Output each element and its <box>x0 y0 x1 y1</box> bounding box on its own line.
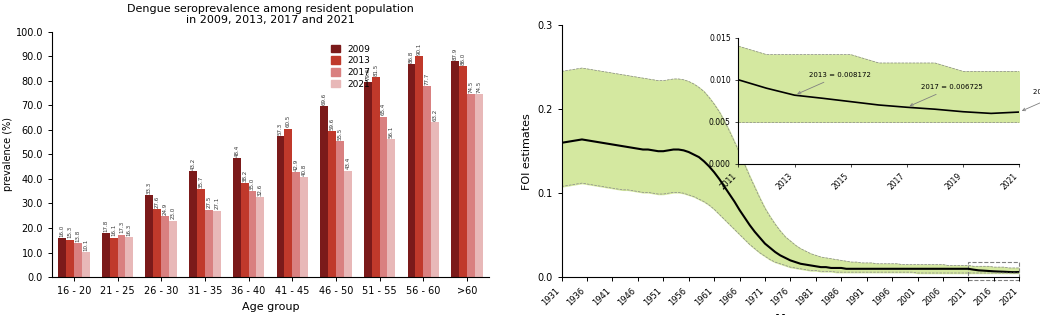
Bar <box>459 66 467 277</box>
Text: 77.7: 77.7 <box>424 73 430 85</box>
Text: 56.1: 56.1 <box>389 126 394 138</box>
Text: 55.5: 55.5 <box>337 127 342 140</box>
Text: 35.7: 35.7 <box>199 176 204 188</box>
Text: 86.8: 86.8 <box>409 50 414 63</box>
Text: 42.9: 42.9 <box>293 158 298 170</box>
Legend: 2009, 2013, 2017, 2021: 2009, 2013, 2017, 2021 <box>328 41 373 92</box>
Text: 27.1: 27.1 <box>214 197 219 209</box>
Text: 59.6: 59.6 <box>330 117 335 129</box>
Bar <box>197 190 205 277</box>
Text: 65.4: 65.4 <box>381 103 386 115</box>
Bar <box>292 172 301 277</box>
Bar <box>153 209 161 277</box>
Bar <box>102 233 109 277</box>
Bar <box>257 197 264 277</box>
Text: 38.2: 38.2 <box>242 170 248 182</box>
Bar <box>161 216 170 277</box>
Text: 43.4: 43.4 <box>345 157 350 169</box>
Bar <box>58 238 66 277</box>
Bar <box>432 122 439 277</box>
Text: 81.5: 81.5 <box>373 64 379 76</box>
Text: 23.0: 23.0 <box>171 207 176 220</box>
Bar <box>66 240 74 277</box>
Bar <box>344 170 352 277</box>
Text: 63.2: 63.2 <box>433 108 438 121</box>
Text: 33.3: 33.3 <box>147 182 152 194</box>
Bar <box>364 82 371 277</box>
Text: 27.6: 27.6 <box>155 196 160 208</box>
Bar <box>74 243 82 277</box>
Bar <box>380 117 388 277</box>
Bar <box>249 191 257 277</box>
Bar <box>189 171 197 277</box>
Bar <box>109 238 118 277</box>
Text: 79.6: 79.6 <box>365 68 370 80</box>
Bar <box>126 237 133 277</box>
Title: Dengue seroprevalence among resident population
in 2009, 2013, 2017 and 2021: Dengue seroprevalence among resident pop… <box>127 3 414 25</box>
Bar <box>371 77 380 277</box>
Text: 35.0: 35.0 <box>250 178 255 190</box>
Text: 2021 = 0.006161: 2021 = 0.006161 <box>1022 89 1040 111</box>
Text: 74.5: 74.5 <box>468 81 473 93</box>
Y-axis label: FOI estimates: FOI estimates <box>522 113 531 190</box>
Bar <box>415 56 423 277</box>
Text: 24.9: 24.9 <box>162 203 167 215</box>
Text: 27.5: 27.5 <box>206 196 211 209</box>
Bar <box>277 136 284 277</box>
Text: 43.2: 43.2 <box>190 158 196 170</box>
Bar <box>284 129 292 277</box>
Bar <box>467 94 475 277</box>
Text: 57.3: 57.3 <box>278 123 283 135</box>
Text: 69.6: 69.6 <box>321 93 327 105</box>
Text: 87.9: 87.9 <box>452 48 458 60</box>
Text: 48.4: 48.4 <box>234 145 239 157</box>
Text: 86.0: 86.0 <box>461 52 466 65</box>
Text: 60.5: 60.5 <box>286 115 291 127</box>
Text: 15.3: 15.3 <box>68 226 73 238</box>
Text: 2013 = 0.008172: 2013 = 0.008172 <box>798 72 870 94</box>
Bar <box>170 221 177 277</box>
Bar <box>408 64 415 277</box>
Text: 10.1: 10.1 <box>83 239 88 251</box>
Text: 16.3: 16.3 <box>127 224 132 236</box>
Bar <box>233 158 240 277</box>
Bar <box>146 195 153 277</box>
Text: 17.3: 17.3 <box>119 221 124 233</box>
Text: 2017 = 0.006725: 2017 = 0.006725 <box>910 84 983 106</box>
Text: 40.8: 40.8 <box>302 163 307 176</box>
Text: 74.5: 74.5 <box>476 81 482 93</box>
X-axis label: Year: Year <box>775 313 806 315</box>
Bar <box>82 252 89 277</box>
X-axis label: Age group: Age group <box>241 302 300 312</box>
Bar <box>336 141 344 277</box>
Bar <box>423 86 432 277</box>
Text: 13.8: 13.8 <box>75 230 80 242</box>
Text: 16.1: 16.1 <box>111 224 116 237</box>
Text: 32.6: 32.6 <box>258 184 263 196</box>
Y-axis label: Weighted Dengue IgG
prevalence (%): Weighted Dengue IgG prevalence (%) <box>0 101 12 208</box>
Bar <box>388 139 395 277</box>
Bar <box>213 211 220 277</box>
Bar <box>240 183 249 277</box>
Bar <box>475 94 483 277</box>
Bar <box>205 210 213 277</box>
Bar <box>320 106 328 277</box>
Bar <box>301 177 308 277</box>
Bar <box>451 61 459 277</box>
Bar <box>118 235 126 277</box>
Text: 16.0: 16.0 <box>59 224 64 237</box>
Text: 90.1: 90.1 <box>417 42 422 54</box>
Text: 17.8: 17.8 <box>103 220 108 232</box>
Bar <box>328 131 336 277</box>
